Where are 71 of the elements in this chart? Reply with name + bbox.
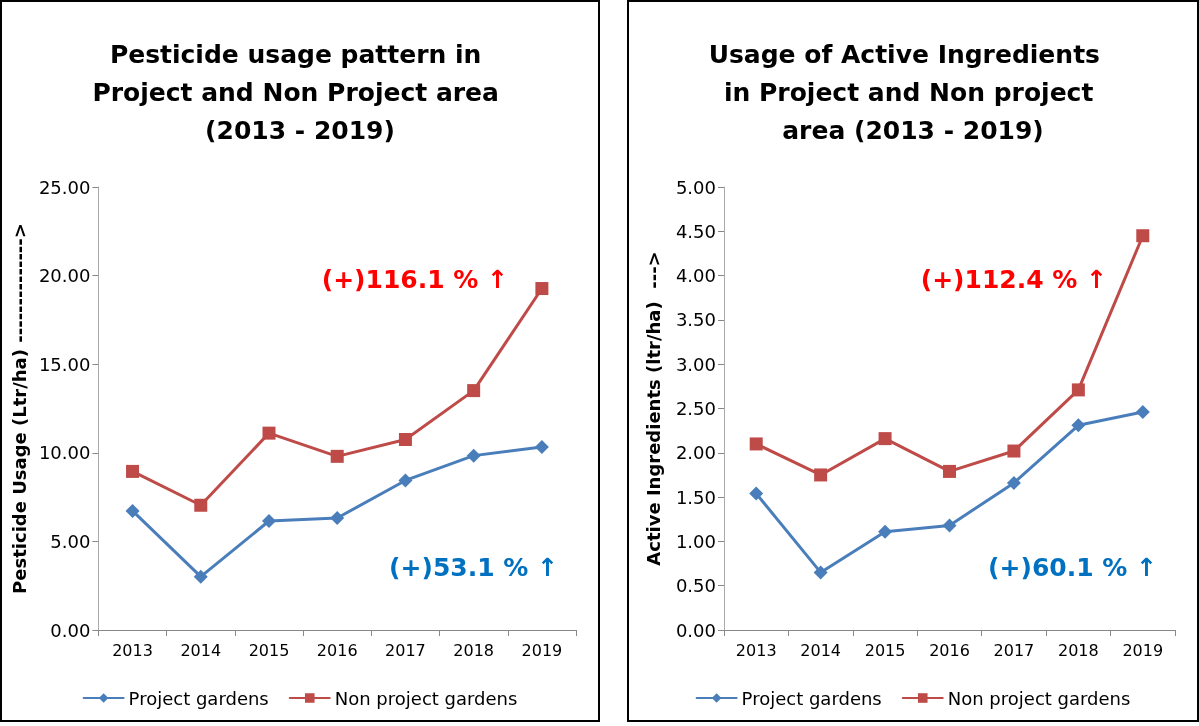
x-tick-label: 2015 <box>248 640 290 660</box>
annotation: (+)116.1 % ↑ <box>321 265 508 294</box>
y-tick-label: 15.00 <box>38 353 91 375</box>
y-tick-label: 0.50 <box>675 575 716 597</box>
x-tick-label: 2018 <box>1058 640 1099 660</box>
x-tick-label: 2015 <box>864 640 906 660</box>
x-tick-label: 2014 <box>180 640 222 660</box>
x-tick-label: 2017 <box>385 640 426 660</box>
legend-label: Non project gardens <box>334 687 518 709</box>
y-tick-label: 3.50 <box>675 309 716 331</box>
point <box>126 464 140 478</box>
y-tick-label: 3.00 <box>675 353 716 375</box>
y-tick-label: 0.00 <box>50 619 91 641</box>
y-tick-label: 5.00 <box>675 176 716 198</box>
annotation: (+)112.4 % ↑ <box>920 265 1107 294</box>
y-tick-label: 20.00 <box>38 265 91 287</box>
x-tick-label: 2017 <box>993 640 1035 660</box>
point <box>1071 418 1086 433</box>
point <box>398 433 412 447</box>
point <box>261 514 276 529</box>
point <box>262 426 276 440</box>
point <box>398 473 413 488</box>
point <box>943 464 956 478</box>
y-axis-title: Pesticide Usage (Ltr/ha) --------------> <box>8 223 30 594</box>
y-tick-label: 10.00 <box>38 442 91 464</box>
y-tick-label: 2.50 <box>675 398 716 419</box>
y-axis-title: Active Ingredients (ltr/ha) ---> <box>642 251 664 566</box>
chart-title: Pesticide usage pattern in Project and Non Project area (2013 - 2019) <box>92 39 508 145</box>
x-tick-label: 2016 <box>929 640 970 660</box>
point <box>534 439 549 454</box>
legend-label: Project gardens <box>741 687 882 709</box>
point <box>814 468 828 482</box>
point <box>535 282 549 296</box>
y-tick-label: 4.00 <box>675 265 716 287</box>
x-tick-label: 2019 <box>1122 640 1164 660</box>
x-tick-label: 2014 <box>800 640 841 660</box>
legend-label: Non project gardens <box>947 687 1131 709</box>
point <box>1007 444 1021 458</box>
y-tick-label: 4.50 <box>675 220 716 242</box>
x-tick-label: 2013 <box>112 640 153 660</box>
point <box>193 569 208 584</box>
point <box>878 524 893 539</box>
point <box>330 511 345 526</box>
x-tick-label: 2016 <box>316 640 358 660</box>
y-tick-label: 5.00 <box>50 530 91 552</box>
point <box>466 448 481 463</box>
x-tick-label: 2013 <box>735 640 777 660</box>
point <box>942 518 957 533</box>
point <box>1136 229 1150 243</box>
point <box>813 565 828 580</box>
point <box>1135 405 1150 420</box>
y-tick-label: 2.00 <box>675 442 716 464</box>
point <box>749 486 764 501</box>
annotation: (+)53.1 % ↑ <box>389 553 559 582</box>
point <box>749 437 763 451</box>
x-tick-label: 2019 <box>521 640 563 660</box>
chart-title: Usage of Active Ingredients in Project and Non project area (2013 - 2019) <box>708 39 1118 145</box>
y-tick-label: 25.00 <box>38 176 91 198</box>
y-tick-label: 1.00 <box>675 530 716 552</box>
x-tick-label: 2018 <box>453 640 495 660</box>
y-tick-label: 0.00 <box>675 619 716 641</box>
legend-label: Project gardens <box>128 687 269 709</box>
point <box>1071 383 1085 397</box>
point <box>125 503 140 518</box>
annotation: (+)60.1 % ↑ <box>988 553 1158 582</box>
point <box>194 498 208 512</box>
point <box>467 384 481 398</box>
y-tick-label: 1.50 <box>675 486 716 508</box>
point <box>1006 475 1021 490</box>
point <box>330 449 344 463</box>
point <box>878 432 892 446</box>
